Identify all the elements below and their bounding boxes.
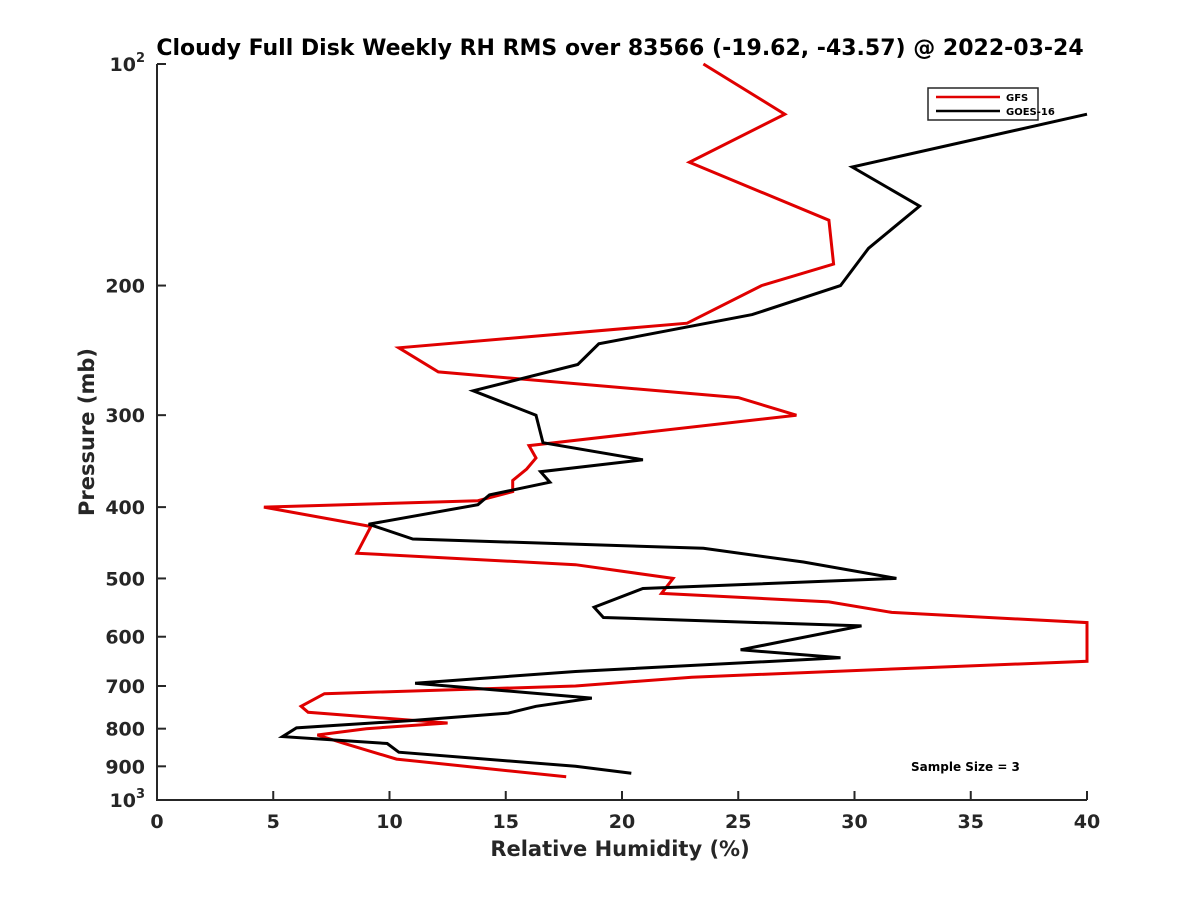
x-tick-label: 0 [150,811,163,833]
x-tick-label: 20 [609,811,635,833]
x-tick-label: 15 [493,811,519,833]
y-tick-label: 900 [105,756,145,778]
y-tick-label: 800 [105,719,145,741]
x-tick-label: 30 [841,811,867,833]
y-tick-label: 103 [110,787,146,812]
x-tick-label: 25 [725,811,751,833]
plot-area [263,62,1089,779]
y-tick-label: 700 [105,676,145,698]
x-tick-label: 35 [958,811,984,833]
y-tick-label: 600 [105,627,145,649]
y-tick-label: 200 [105,276,145,298]
legend: GFS GOES-16 [927,87,1055,121]
y-tick-label: 102 [110,51,146,76]
legend-label-gfs: GFS [1006,93,1028,104]
chart-title: Cloudy Full Disk Weekly RH RMS over 8356… [156,36,1083,61]
series-line-gfs [263,62,1089,779]
y-axis-ticks: 102 200 300 400 500 600 700 800 900 103 [105,51,166,812]
y-tick-label: 300 [105,405,145,427]
x-axis-ticks: 0 5 10 15 20 25 30 35 40 [150,791,1100,833]
axes [156,64,1087,801]
y-tick-label: 400 [105,497,145,519]
legend-label-goes16: GOES-16 [1006,107,1055,118]
y-axis-label: Pressure (mb) [75,348,99,516]
y-tick-label: 500 [105,568,145,590]
x-tick-label: 40 [1074,811,1100,833]
x-tick-label: 5 [267,811,280,833]
x-tick-label: 10 [376,811,402,833]
sample-size-annotation: Sample Size = 3 [911,760,1020,774]
series-line-goes16 [277,112,1088,775]
x-axis-label: Relative Humidity (%) [490,837,749,861]
legend-box [927,87,1039,121]
